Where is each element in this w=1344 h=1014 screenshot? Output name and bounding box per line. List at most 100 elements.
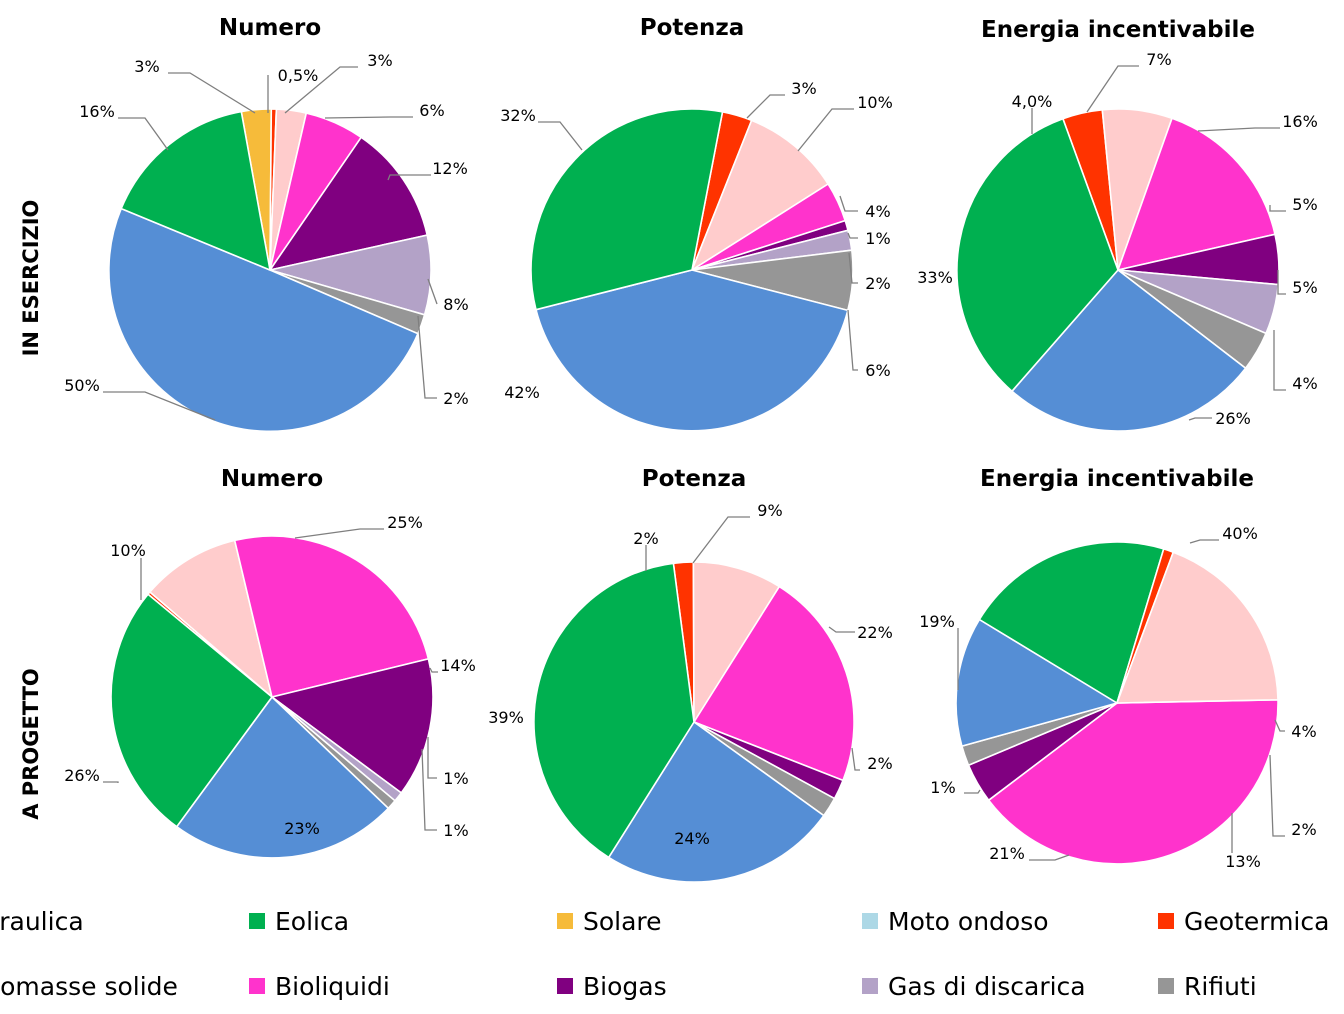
leader-line bbox=[427, 278, 438, 305]
leader-line bbox=[1274, 719, 1285, 732]
data-label: 7% bbox=[1146, 50, 1171, 69]
leader-line bbox=[538, 121, 583, 151]
data-label: 23% bbox=[284, 819, 320, 838]
data-label: 19% bbox=[919, 612, 955, 631]
pie-chart-6: Energia incentivabile 13% 21% 1% 19% 40% 4% 2% bbox=[919, 466, 1316, 871]
legend-label: Moto ondoso bbox=[888, 907, 1049, 936]
slice-biomasse-solide bbox=[692, 561, 781, 725]
data-label: 3% bbox=[791, 79, 816, 98]
slice-eolica bbox=[530, 108, 724, 311]
slice-biomasse-solide bbox=[1115, 551, 1279, 704]
legend-swatch bbox=[862, 913, 878, 929]
leader-line bbox=[118, 117, 169, 151]
slice-idraulica bbox=[535, 269, 849, 432]
data-label: 3% bbox=[134, 57, 159, 76]
pie-chart-5: Potenza 24% 39% 2% 9% 22% 2% bbox=[488, 466, 893, 883]
data-label: 2% bbox=[443, 389, 468, 408]
leader-line bbox=[847, 232, 858, 239]
data-label: 10% bbox=[110, 541, 146, 560]
legend-swatch bbox=[249, 913, 265, 929]
data-label: 16% bbox=[1282, 112, 1318, 131]
legend-item-rifiuti: Rifiuti bbox=[1158, 972, 1257, 1001]
leader-line bbox=[851, 747, 860, 771]
leader-line bbox=[848, 252, 858, 284]
pie-chart-3: Energia incentivabile 26% 33% 4,0% 7% 16% 5% 5%… bbox=[917, 17, 1318, 432]
leader-line bbox=[294, 528, 384, 539]
pie-chart-1: Numero 50% 16% 3% 0,5% 3% 6% 12% 8% 2% bbox=[64, 15, 469, 433]
slice-bioliquidi bbox=[1116, 117, 1276, 272]
legend-label: Bioliquidi bbox=[275, 972, 390, 1001]
legend-item-idraulica: Idraulica bbox=[0, 907, 84, 936]
data-label: 50% bbox=[64, 376, 100, 395]
legend-label: Gas di discarica bbox=[888, 972, 1086, 1001]
data-label: 26% bbox=[1215, 409, 1251, 428]
data-label: 2% bbox=[1291, 820, 1316, 839]
legend-item-eolica: Eolica bbox=[249, 907, 349, 936]
slice-eolica bbox=[110, 593, 274, 828]
leader-line bbox=[1269, 754, 1285, 837]
legend-item-moto-ondoso: Moto ondoso bbox=[862, 907, 1049, 936]
leader-line bbox=[1277, 270, 1286, 295]
row-label-in-esercizio: IN ESERCIZIO bbox=[19, 200, 43, 357]
data-label: 6% bbox=[419, 101, 444, 120]
legend-item-gas-di-discarica: Gas di discarica bbox=[862, 972, 1086, 1001]
slice-eolica bbox=[956, 117, 1119, 393]
data-label: 0,5% bbox=[278, 66, 319, 85]
data-label: 32% bbox=[500, 106, 536, 125]
data-label: 42% bbox=[504, 383, 540, 402]
leader-line bbox=[839, 195, 858, 212]
legend-label: Geotermica bbox=[1184, 907, 1329, 936]
data-label: 4% bbox=[865, 202, 890, 221]
chart-title: Energia incentivabile bbox=[980, 466, 1254, 492]
slice-idraulica bbox=[108, 207, 419, 433]
leader-line bbox=[964, 789, 981, 794]
data-label: 8% bbox=[443, 295, 468, 314]
leader-line bbox=[1189, 539, 1219, 544]
slice-eolica bbox=[978, 541, 1165, 705]
leader-line bbox=[1188, 417, 1212, 421]
data-label: 4% bbox=[1292, 374, 1317, 393]
legend-label: Biogas bbox=[583, 972, 667, 1001]
data-label: 3% bbox=[367, 51, 392, 70]
data-label: 24% bbox=[674, 829, 710, 848]
data-label: 21% bbox=[989, 844, 1025, 863]
data-label: 4,0% bbox=[1012, 92, 1053, 111]
slice-idraulica bbox=[607, 720, 825, 883]
leader-line bbox=[1269, 205, 1286, 212]
data-label: 12% bbox=[432, 159, 468, 178]
legend-label: Biomasse solide bbox=[0, 972, 178, 1001]
data-label: 1% bbox=[443, 821, 468, 840]
slice-idraulica bbox=[1010, 268, 1247, 432]
leader-line bbox=[324, 116, 413, 119]
leader-line bbox=[284, 66, 358, 114]
data-label: 14% bbox=[440, 656, 476, 675]
chart-title: Numero bbox=[221, 466, 323, 492]
data-label: 39% bbox=[488, 708, 524, 727]
leader-line bbox=[1273, 330, 1286, 391]
data-label: 6% bbox=[865, 361, 890, 380]
legend-item-solare: Solare bbox=[557, 907, 662, 936]
leader-line bbox=[103, 391, 216, 421]
data-label: 1% bbox=[865, 229, 890, 248]
leader-line bbox=[387, 174, 431, 181]
leader-line bbox=[103, 781, 119, 783]
slice-biogas bbox=[268, 136, 429, 272]
chart-title: Potenza bbox=[642, 466, 747, 492]
slice-biomasse-solide bbox=[690, 119, 830, 272]
data-label: 13% bbox=[1225, 852, 1261, 871]
slice-bioliquidi bbox=[233, 535, 430, 698]
legend-label: Eolica bbox=[275, 907, 349, 936]
leader-line bbox=[692, 516, 750, 564]
legend-item-biomasse-solide: Biomasse solide bbox=[0, 972, 178, 1001]
slice-bioliquidi bbox=[987, 698, 1279, 865]
pie-chart-4: Numero 23% 26% 10% 25% 14% 1% 1% bbox=[64, 466, 476, 859]
slice-idraulica bbox=[175, 695, 390, 859]
data-label: 1% bbox=[930, 778, 955, 797]
legend-item-geotermica: Geotermica bbox=[1158, 907, 1329, 936]
leader-line bbox=[417, 315, 437, 399]
legend-swatch bbox=[557, 978, 573, 994]
chart-title: Numero bbox=[219, 15, 321, 41]
leader-line bbox=[1086, 65, 1139, 113]
leader-line bbox=[1029, 854, 1070, 861]
